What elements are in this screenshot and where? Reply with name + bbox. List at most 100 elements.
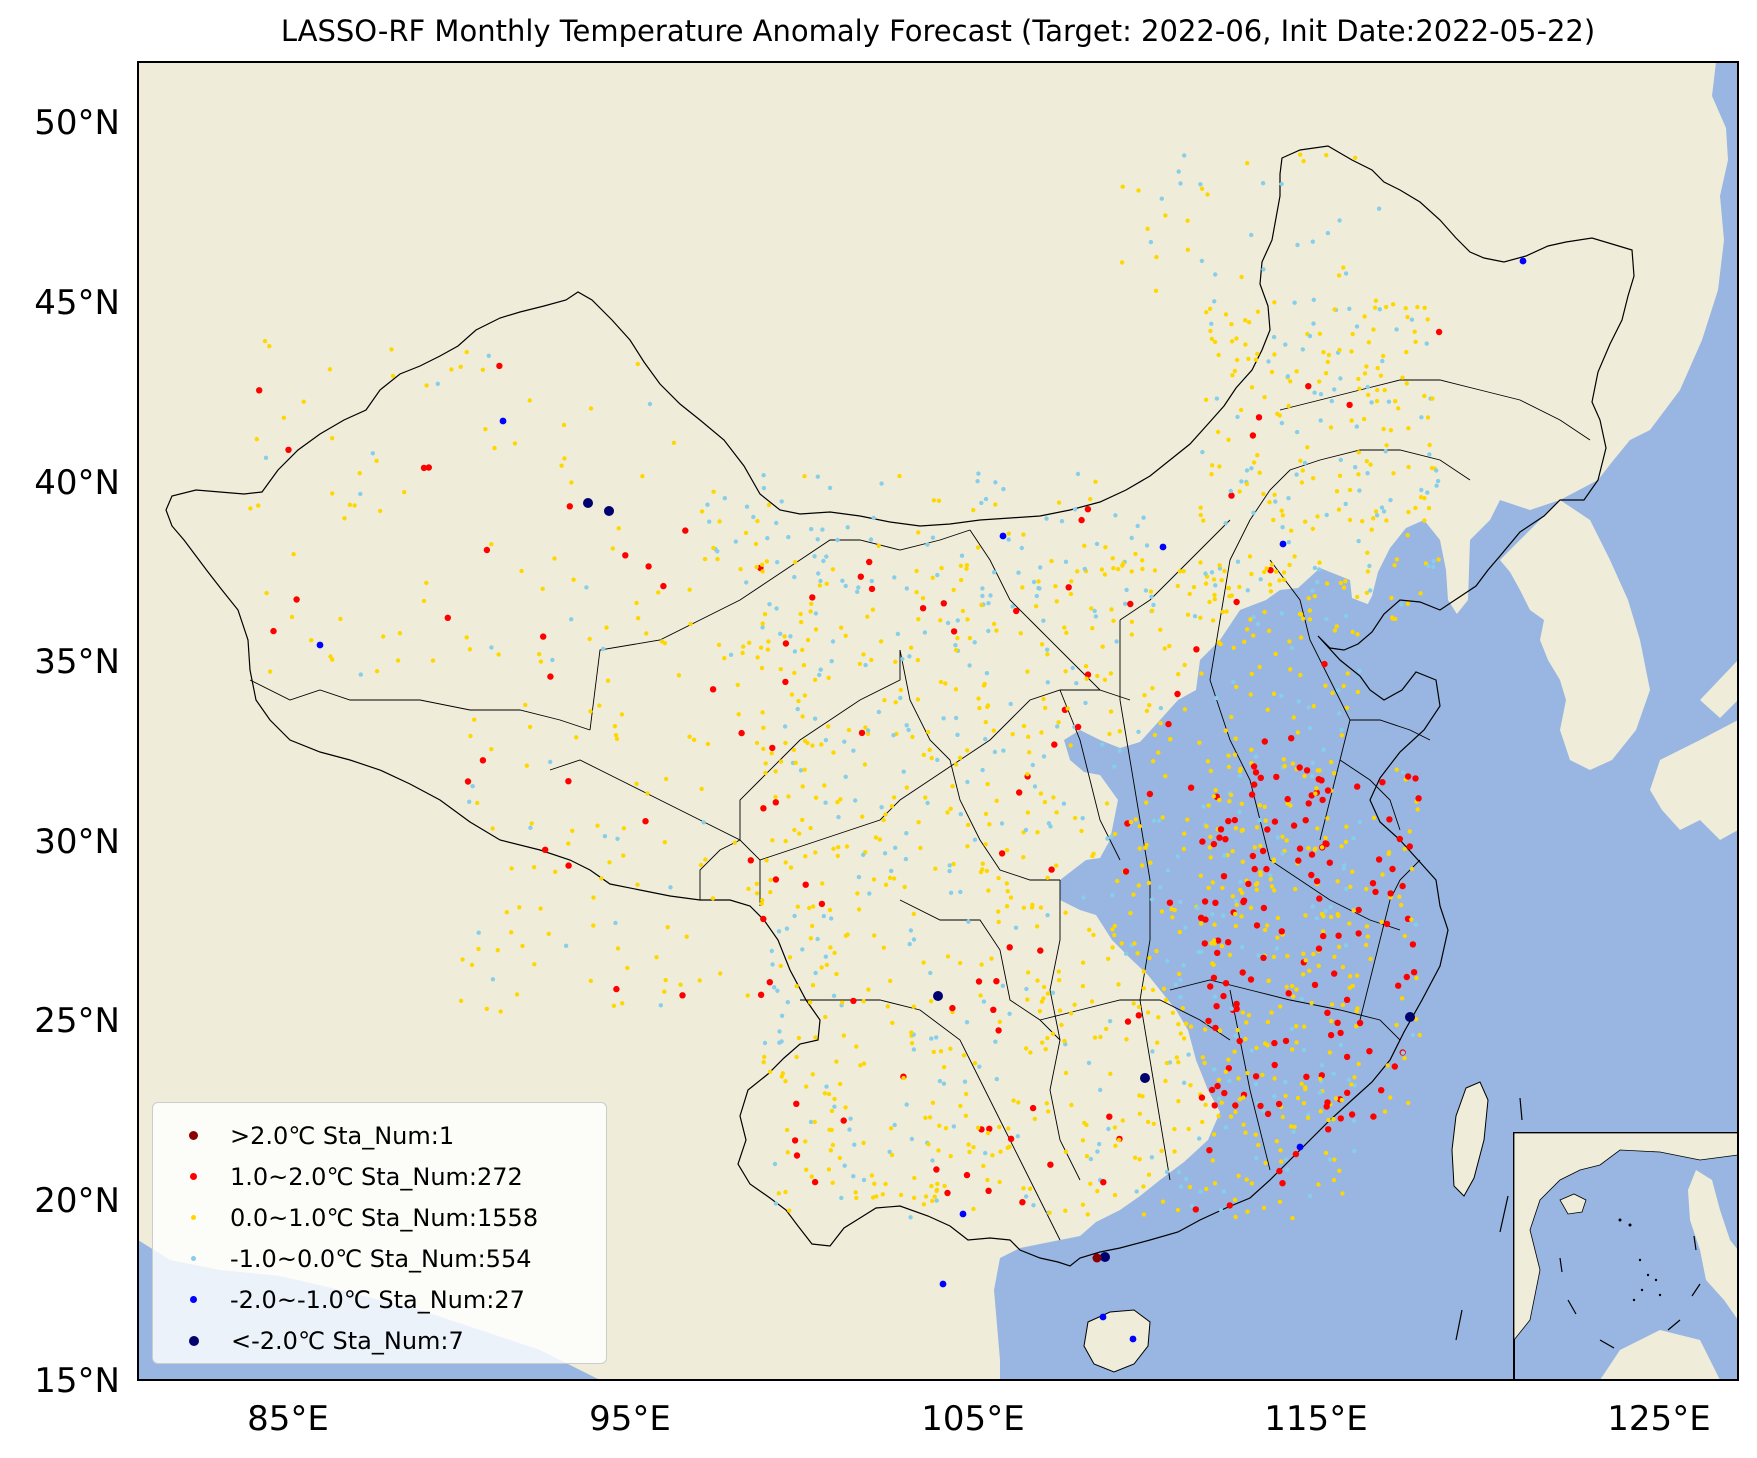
station-warm [1264,566,1269,571]
station-warm [945,954,951,959]
station-cool [1343,271,1349,276]
station-warm-strong [1208,1086,1216,1094]
station-cool [1148,239,1154,245]
station-warm [267,344,272,349]
station-warm [1010,732,1015,737]
station-warm [883,812,888,817]
station-warm [1362,314,1367,319]
station-cool [1255,621,1261,627]
station-warm [338,616,343,622]
station-warm [1209,336,1215,342]
station-warm [755,518,760,524]
station-warm [1368,462,1373,467]
station-cool [1336,711,1342,716]
station-warm [1369,527,1374,532]
station-cool [824,554,829,559]
south-china-sea-inset[interactable] [1513,1132,1739,1381]
station-warm [688,621,693,627]
station-cool [795,706,800,712]
station-warm [390,373,396,379]
station-cool [836,814,841,820]
station-warm [1340,964,1346,970]
station-warm [1204,310,1209,315]
station-warm-strong [1187,784,1195,791]
station-warm [1266,978,1271,983]
station-cool [1031,579,1037,585]
station-warm [1181,846,1187,852]
station-warm [1100,644,1105,649]
station-warm [1248,905,1254,910]
station-cool [1302,460,1308,466]
station-cool [889,868,894,874]
station-warm [1043,705,1048,711]
station-warm [389,347,394,352]
station-cool [1183,925,1188,930]
station-cool [1353,465,1358,470]
station-warm [911,911,916,917]
station-warm [920,596,926,601]
station-warm [330,436,335,441]
station-cold [939,1280,947,1288]
station-warm [1281,577,1287,582]
station-warm [891,876,897,881]
station-warm [761,1060,766,1065]
station-cool [818,667,823,672]
y-tick-label: 50°N [34,103,120,143]
station-warm [489,542,494,547]
station-cool [1218,1207,1224,1212]
station-warm [1379,919,1384,925]
station-warm [803,854,808,859]
station-cool [1189,1203,1195,1209]
station-warm-strong [782,678,789,686]
station-cool [701,820,706,825]
station-warm-strong [1252,1073,1260,1080]
station-warm [1326,1117,1331,1123]
station-warm [1333,1096,1339,1101]
station-warm [1355,689,1361,695]
station-warm-strong [1355,906,1362,914]
station-warm [1273,651,1278,657]
station-warm [948,806,953,811]
station-warm [1216,352,1221,358]
station-warm [614,736,620,742]
station-warm-strong [1285,990,1292,997]
station-warm [1360,519,1365,524]
x-tick-label: 85°E [247,1399,329,1439]
station-warm-strong [1222,980,1230,987]
station-warm [1203,1102,1208,1108]
station-warm [309,638,314,643]
station-cool [835,537,840,543]
station-cool [370,451,375,456]
station-warm [1364,364,1369,369]
station-warm [1237,1097,1243,1102]
station-warm [929,1183,934,1189]
station-cool [751,514,756,520]
station-warm [1327,1050,1333,1055]
station-warm [932,1194,937,1199]
station-cool [1001,748,1006,753]
station-warm [997,1124,1002,1130]
station-warm-strong [1321,660,1328,668]
station-warm-strong [1288,735,1295,742]
station-cool [772,985,777,990]
station-cool [1280,525,1285,530]
station-warm [1198,560,1203,565]
station-warm-strong [772,876,780,883]
station-cool [980,767,985,773]
legend-marker [190,1173,197,1180]
station-warm [911,1195,917,1201]
station-warm [951,861,956,867]
station-cool [1175,854,1180,859]
station-cool [782,724,788,729]
station-warm [1354,1023,1359,1029]
station-cool [1070,665,1075,671]
station-warm [1198,615,1203,620]
station-cool [911,937,917,942]
station-warm [588,406,594,411]
station-warm [540,586,545,591]
station-warm [871,877,877,882]
station-warm [1036,579,1041,584]
station-cool [911,1047,917,1052]
station-cool [1346,1077,1352,1083]
station-warm-strong [1308,871,1315,879]
